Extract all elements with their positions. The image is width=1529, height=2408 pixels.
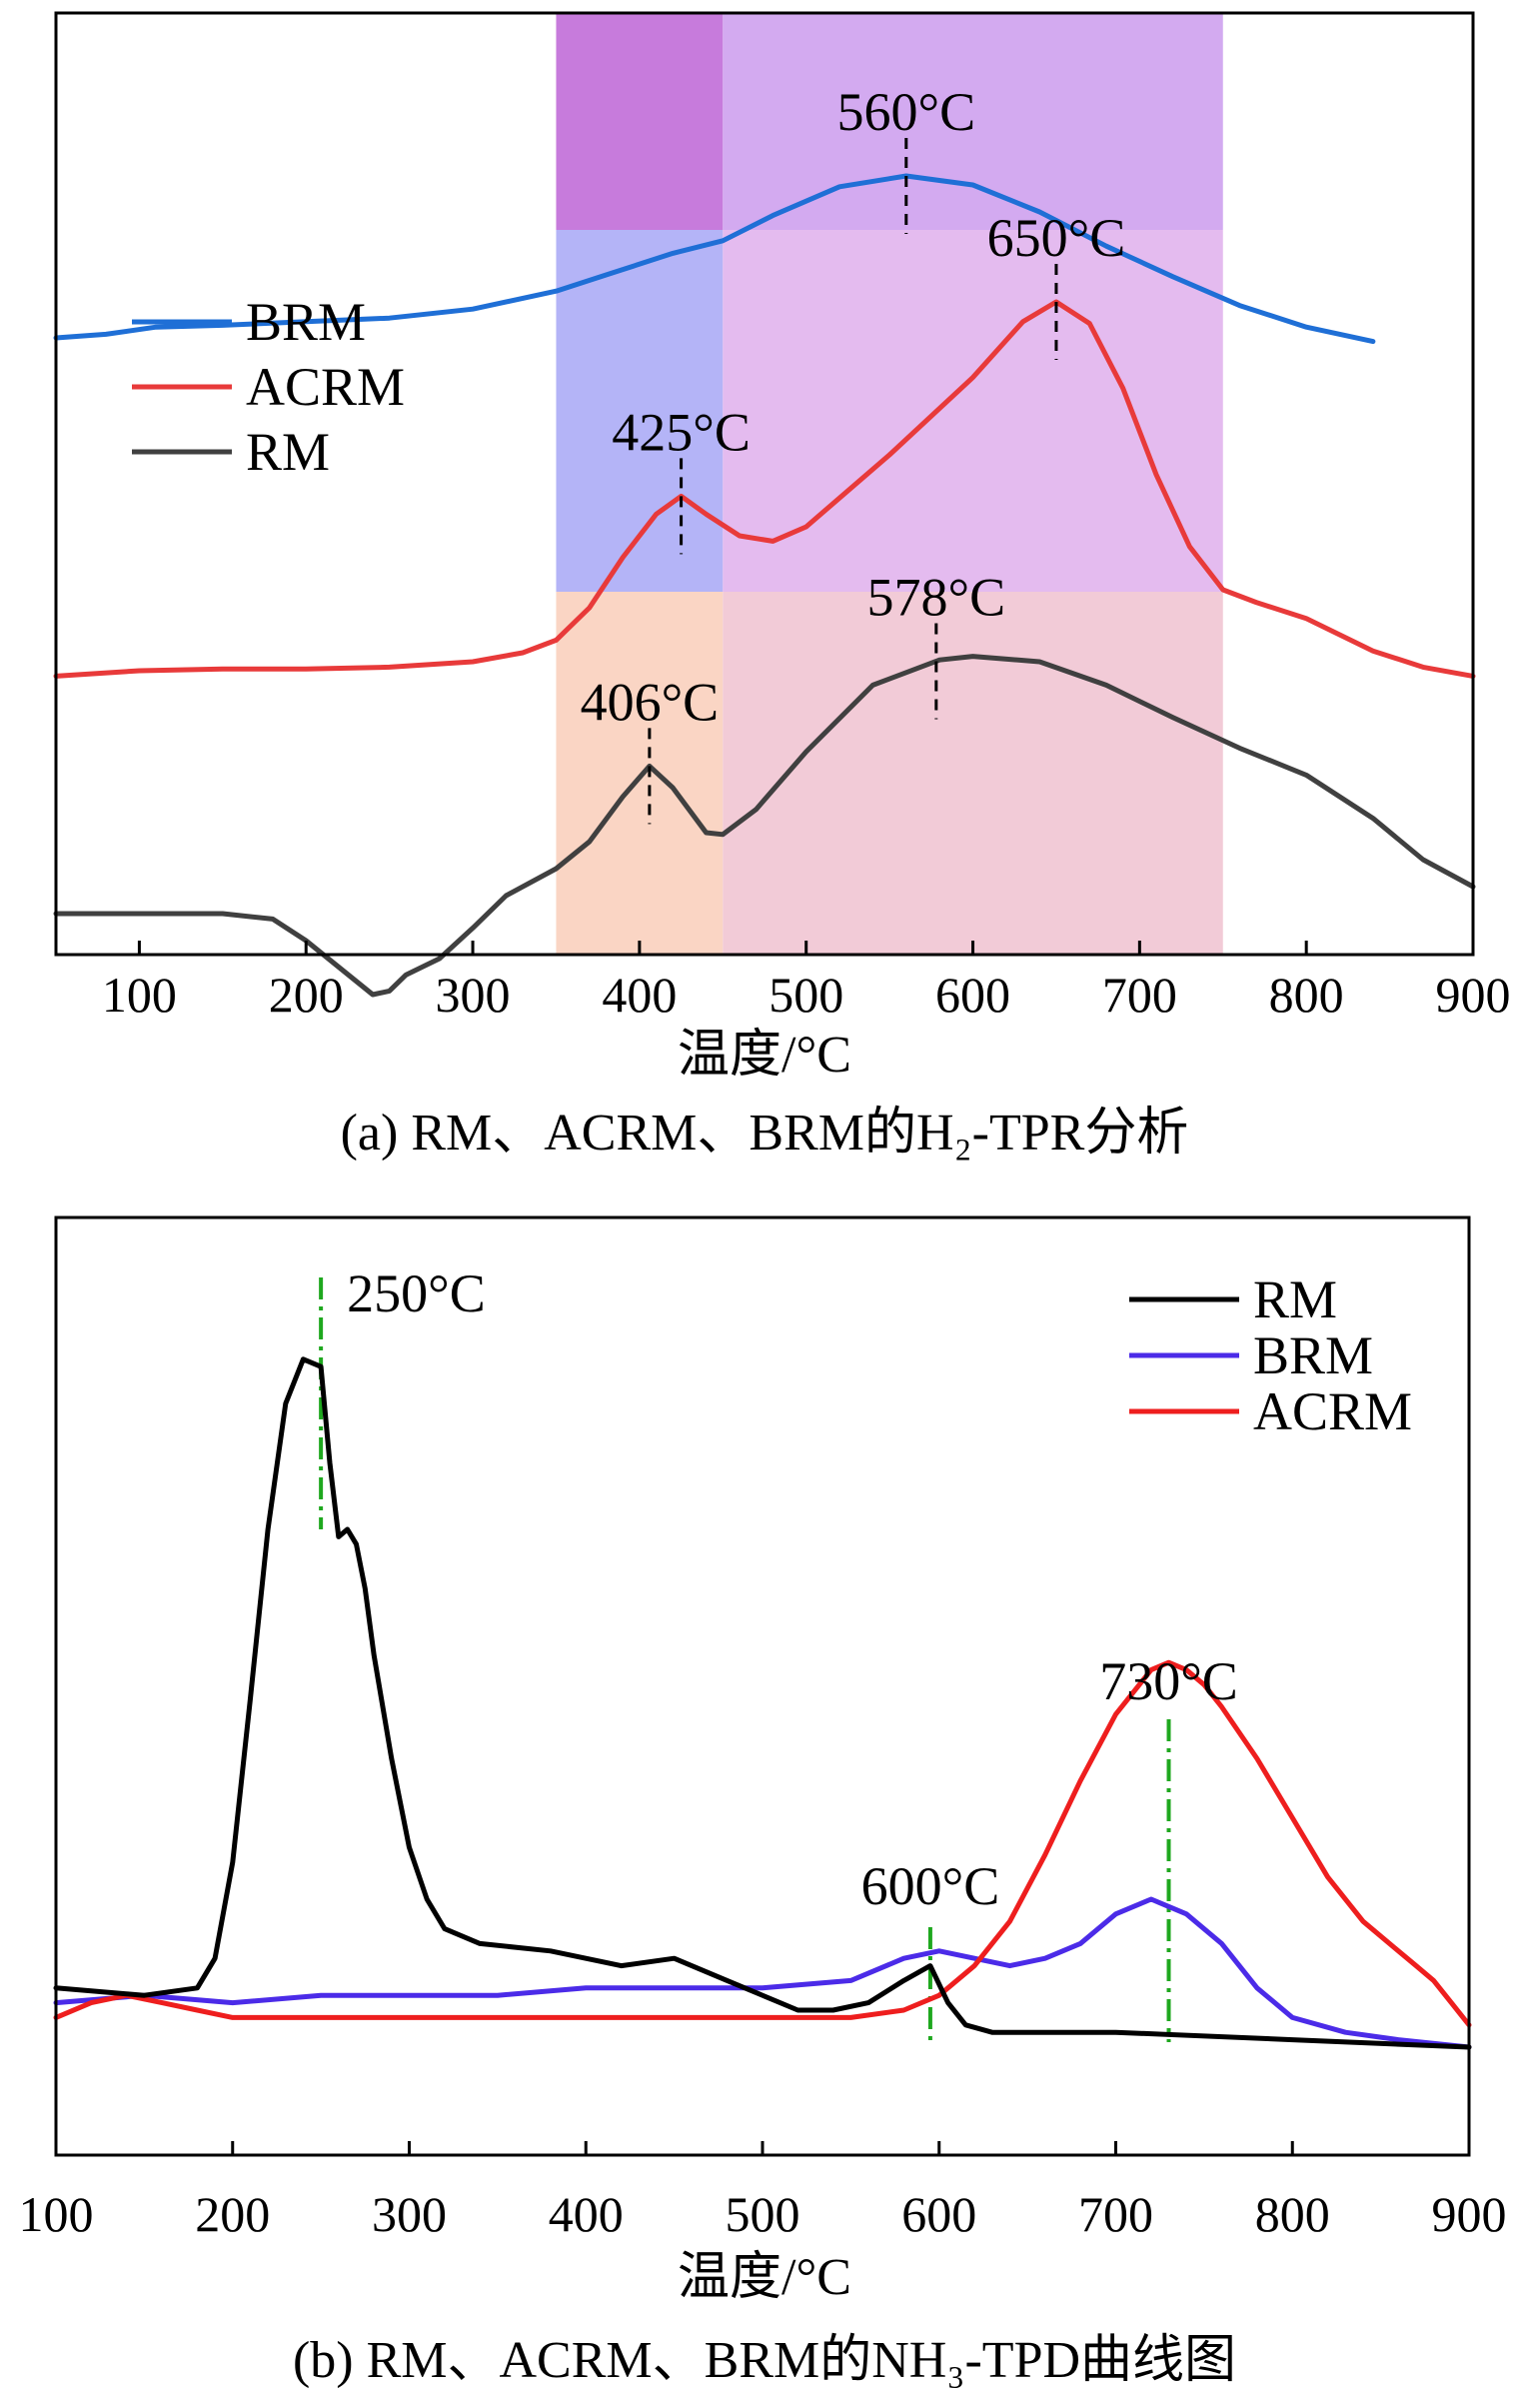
chart-a-shaded-region-0 bbox=[556, 13, 724, 230]
chart-b-x-tick-label-3: 400 bbox=[549, 2186, 624, 2242]
chart-b-x-tick-label-4: 500 bbox=[726, 2186, 800, 2242]
chart-a-x-ticks: 100 200 300 400 500 600 700 800 900 bbox=[102, 941, 1511, 1023]
chart-a-x-tick-label-5: 600 bbox=[935, 967, 1010, 1023]
chart-a-annotations: 560°C 650°C 425°C 578°C 406°C bbox=[581, 82, 1126, 825]
chart-a-xlabel: 温度/°C bbox=[678, 1027, 851, 1084]
chart-b-series-rm bbox=[53, 1356, 1472, 2050]
chart-a-shaded-region-1 bbox=[723, 13, 1223, 230]
chart-b-annotation-2: 730°C bbox=[1099, 1651, 1238, 1711]
chart-b-series-acrm bbox=[53, 1659, 1472, 2028]
chart-a-x-tick-label-2: 300 bbox=[436, 967, 511, 1023]
chart-b-xlabel: 温度/°C bbox=[678, 2249, 851, 2306]
chart-a-series-brm bbox=[53, 173, 1376, 345]
chart-b-x-ticks: 100 200 300 400 500 600 700 800 900 bbox=[19, 2141, 1507, 2242]
chart-b-annotation-1: 600°C bbox=[861, 1856, 1000, 1916]
chart-b-guides bbox=[319, 1277, 1171, 2047]
chart-a-series-acrm bbox=[53, 299, 1476, 679]
chart-b-caption: (b) RM、ACRM、BRM的NH₃-TPD曲线图 bbox=[293, 2332, 1236, 2389]
chart-a-shaded-region-2 bbox=[556, 230, 724, 592]
chart-a-annotation-3: 578°C bbox=[867, 567, 1006, 627]
chart-b-series bbox=[53, 1356, 1472, 2050]
chart-b-legend-label-rm: RM bbox=[1253, 1269, 1337, 1329]
chart-b-x-tick-label-7: 800 bbox=[1255, 2186, 1330, 2242]
chart-a: 560°C 650°C 425°C 578°C 406°C 100 200 300 400 50… bbox=[53, 11, 1511, 1162]
chart-a-frame bbox=[54, 11, 1475, 957]
chart-b-x-tick-label-8: 900 bbox=[1432, 2186, 1507, 2242]
chart-a-shaded-region-4 bbox=[556, 592, 724, 955]
chart-a-shaded-region-5 bbox=[723, 592, 1223, 955]
chart-a-x-tick-label-7: 800 bbox=[1269, 967, 1344, 1023]
chart-a-shaded-region-3 bbox=[723, 230, 1223, 592]
chart-a-legend-label-brm: BRM bbox=[246, 292, 366, 352]
chart-a-x-tick-label-3: 400 bbox=[602, 967, 677, 1023]
chart-a-x-tick-label-1: 200 bbox=[269, 967, 344, 1023]
chart-a-series-rm bbox=[53, 654, 1476, 998]
chart-b-series-brm bbox=[53, 1896, 1472, 2050]
chart-b-legend-label-acrm: ACRM bbox=[1253, 1381, 1412, 1441]
chart-a-x-tick-label-0: 100 bbox=[102, 967, 177, 1023]
chart-a-annotation-2: 425°C bbox=[612, 402, 751, 462]
chart-b-x-tick-label-5: 600 bbox=[901, 2186, 976, 2242]
chart-a-x-tick-label-6: 700 bbox=[1102, 967, 1177, 1023]
chart-a-series bbox=[53, 173, 1476, 998]
chart-a-legend-label-rm: RM bbox=[246, 422, 330, 482]
chart-a-x-tick-label-4: 500 bbox=[768, 967, 843, 1023]
chart-a-annotation-0: 560°C bbox=[836, 82, 975, 142]
chart-a-shaded-regions bbox=[556, 13, 1223, 955]
chart-a-annotation-1: 650°C bbox=[987, 208, 1126, 268]
chart-a-annotation-4: 406°C bbox=[581, 672, 720, 732]
chart-a-caption: (a) RM、ACRM、BRM的H₂-TPR分析 bbox=[341, 1105, 1189, 1162]
chart-b-x-tick-label-6: 700 bbox=[1078, 2186, 1153, 2242]
chart-a-legend-label-acrm: ACRM bbox=[246, 357, 405, 417]
chart-b-x-tick-label-0: 100 bbox=[19, 2186, 94, 2242]
chart-b-x-tick-label-2: 300 bbox=[372, 2186, 447, 2242]
chart-b-annotation-0: 250°C bbox=[347, 1263, 486, 1323]
chart-b-annotations: 250°C 600°C 730°C bbox=[347, 1263, 1238, 1916]
chart-b-x-tick-label-1: 200 bbox=[195, 2186, 270, 2242]
chart-b-legend-label-brm: BRM bbox=[1253, 1325, 1373, 1385]
chart-a-x-tick-label-8: 900 bbox=[1436, 967, 1511, 1023]
chart-b: 250°C 600°C 730°C 100 200 300 400 500 600 700 800… bbox=[19, 1215, 1507, 2389]
